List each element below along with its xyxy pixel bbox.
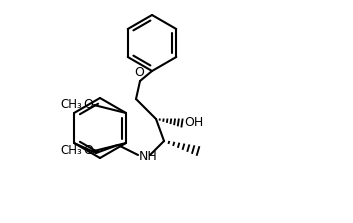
Text: O: O [83, 99, 93, 112]
Text: O: O [134, 66, 144, 79]
Text: OH: OH [184, 116, 203, 130]
Text: CH₃: CH₃ [60, 145, 82, 157]
Text: CH₃: CH₃ [60, 99, 82, 112]
Text: NH: NH [139, 149, 158, 163]
Text: O: O [83, 145, 93, 157]
